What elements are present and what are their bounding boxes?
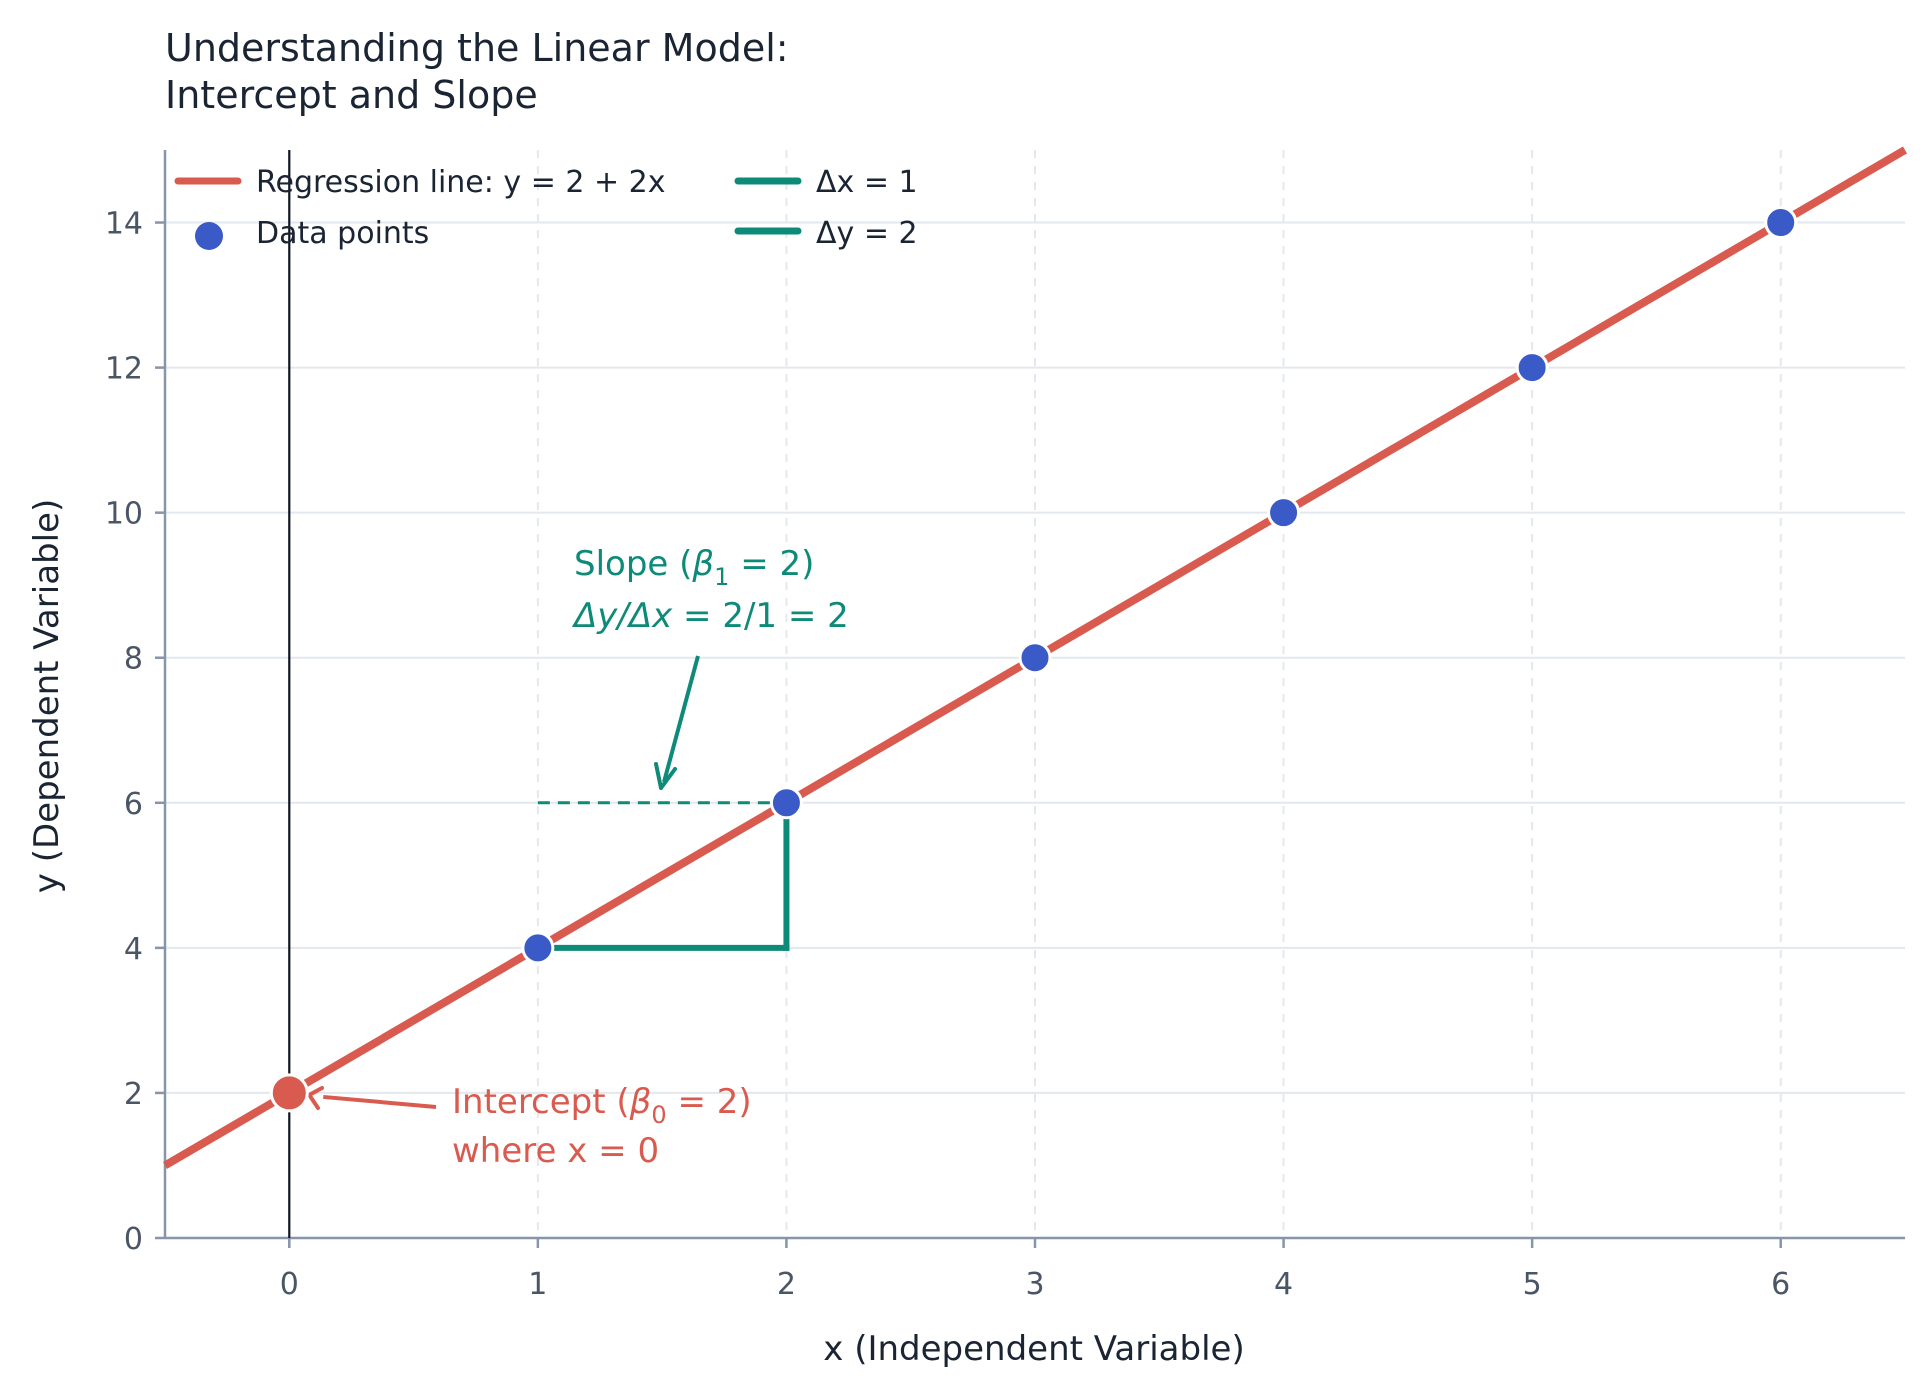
y-tick-label-12: 12 [105, 352, 143, 387]
y-tick-label-4: 4 [124, 932, 143, 967]
y-tick-label-8: 8 [124, 642, 143, 677]
chart-title: Understanding the Linear Model: Intercep… [165, 26, 789, 117]
grid [165, 150, 1905, 1238]
plot-area [162, 146, 1908, 1238]
data-point-6 [1764, 206, 1798, 240]
intercept-annotation: Intercept (β0 = 2) where x = 0 [452, 1082, 752, 1171]
axes [155, 150, 1905, 1248]
y-axis-title: y (Dependent Variable) [27, 499, 67, 893]
data-point-5 [1515, 351, 1549, 385]
intercept-arrow-shaft [323, 1094, 437, 1109]
x-tick-label-3: 3 [1025, 1267, 1044, 1302]
x-tick-label-4: 4 [1274, 1267, 1293, 1302]
intercept-annotation-line-1: Intercept (β0 = 2) [452, 1082, 752, 1129]
slope-arrow-head [654, 762, 677, 790]
x-tick-label-5: 5 [1523, 1267, 1542, 1302]
x-tick-label-6: 6 [1771, 1267, 1790, 1302]
legend-label-regression-line: Regression line: y = 2 + 2x [256, 165, 666, 200]
intercept-arrow-head [307, 1086, 324, 1110]
intercept-point [269, 1073, 309, 1113]
slope-annotation-line-1: Slope (β1 = 2) [574, 544, 814, 591]
y-tick-label-6: 6 [124, 787, 143, 822]
y-tick-label-0: 0 [124, 1222, 143, 1257]
data-point-2 [769, 786, 803, 820]
legend-label-data-points: Data points [256, 216, 429, 251]
intercept-annotation-line-2: where x = 0 [452, 1131, 659, 1171]
data-point-3 [1018, 641, 1052, 675]
legend: Regression line: y = 2 + 2x Data points … [174, 165, 918, 251]
chart-title-line-2: Intercept and Slope [165, 73, 538, 117]
slope-annotation: Slope (β1 = 2) Δy/Δx = 2/1 = 2 [571, 544, 849, 636]
x-tick-label-1: 1 [528, 1267, 547, 1302]
legend-label-dy: Δy = 2 [816, 216, 918, 251]
x-axis-title: x (Independent Variable) [823, 1329, 1244, 1369]
slope-arrow-shaft [662, 655, 700, 783]
slope-annotation-line-2: Δy/Δx = 2/1 = 2 [571, 596, 849, 636]
data-point-4 [1267, 496, 1301, 530]
y-tick-label-14: 14 [105, 207, 143, 242]
data-point-1 [521, 931, 555, 965]
chart-title-line-1: Understanding the Linear Model: [165, 26, 789, 70]
x-tick-label-2: 2 [777, 1267, 796, 1302]
legend-swatch-data-points [195, 222, 223, 250]
legend-label-dx: Δx = 1 [816, 165, 918, 200]
x-tick-label-0: 0 [280, 1267, 299, 1302]
y-tick-label-10: 10 [105, 497, 143, 532]
y-tick-label-2: 2 [124, 1077, 143, 1112]
